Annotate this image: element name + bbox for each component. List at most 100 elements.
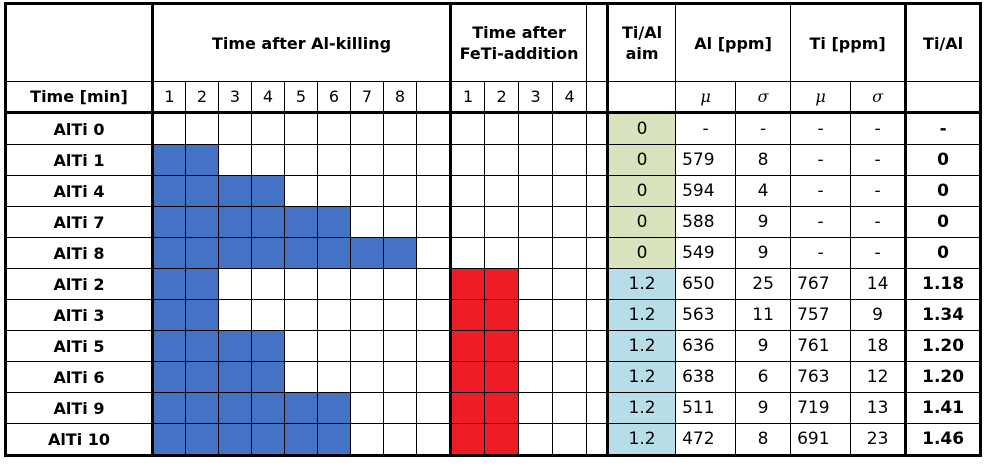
spacer <box>586 361 609 393</box>
feti-time-empty <box>518 206 554 238</box>
al-time-empty <box>383 112 417 145</box>
al-time-empty <box>185 112 219 145</box>
stat-value: 6 <box>735 361 792 393</box>
al-time-empty <box>317 144 351 176</box>
aim: 1.2 <box>606 330 677 362</box>
stat-value: - <box>790 144 852 176</box>
stat-value: 691 <box>790 423 852 456</box>
minute-label: 5 <box>284 81 318 113</box>
stat-label: σ <box>850 81 907 113</box>
al-time-empty <box>383 330 417 362</box>
header-row: Time after Al-killing Time after FeTi-ad… <box>5 3 982 82</box>
row-label: AlTi 10 <box>5 423 153 456</box>
stat-value: 588 <box>675 206 737 238</box>
stat-value: 636 <box>675 330 737 362</box>
al-time-filled <box>185 392 219 424</box>
row: AlTi 4 0 594 4- -0 <box>5 175 982 207</box>
row: AlTi 1 0 579 8- -0 <box>5 144 982 176</box>
row-label: AlTi 6 <box>5 361 153 393</box>
feti-time-empty <box>552 237 588 269</box>
spacer <box>415 330 452 362</box>
header-cell: Time after Al-killing <box>150 3 452 82</box>
al-time-empty <box>284 361 318 393</box>
feti-time-filled <box>449 268 486 300</box>
al-time-empty <box>350 112 384 145</box>
al-time-filled <box>251 175 285 207</box>
feti-time-empty <box>449 144 486 176</box>
al-time-empty <box>383 206 417 238</box>
spacer <box>586 144 609 176</box>
ratio: 0 <box>904 144 982 176</box>
al-time-empty <box>383 144 417 176</box>
al-time-empty <box>383 392 417 424</box>
stat-label: μ <box>675 81 737 113</box>
ratio: 1.20 <box>904 330 982 362</box>
minute-label: 8 <box>383 81 417 113</box>
spacer <box>415 361 452 393</box>
stat-value: 9 <box>735 237 792 269</box>
ratio: - <box>904 112 982 145</box>
row: AlTi 3 1.2 563 11 757 9 1.34 <box>5 299 982 331</box>
al-time-filled <box>284 392 318 424</box>
al-time-empty <box>383 175 417 207</box>
feti-time-empty <box>449 237 486 269</box>
feti-time-filled <box>449 392 486 424</box>
table-body: AlTi 0 0- - - - - AlTi 1 0 579 8- -0 AlTi 4 0 594 4- -0… <box>5 112 982 456</box>
al-time-filled <box>218 392 252 424</box>
header-cell: Al [ppm] <box>675 3 792 82</box>
feti-time-filled <box>449 330 486 362</box>
stat-value: - <box>735 112 792 145</box>
row-label: AlTi 4 <box>5 175 153 207</box>
al-time-filled <box>185 206 219 238</box>
al-time-filled <box>151 330 186 362</box>
feti-time-empty <box>552 268 588 300</box>
feti-time-empty <box>518 112 554 145</box>
aim: 1.2 <box>606 423 677 456</box>
al-time-filled <box>317 423 351 456</box>
stat-value: - <box>850 206 907 238</box>
corner <box>5 3 153 82</box>
feti-time-empty <box>518 299 554 331</box>
al-time-filled <box>251 206 285 238</box>
feti-time-empty <box>484 206 520 238</box>
feti-time-filled <box>449 361 486 393</box>
feti-time-filled <box>484 361 520 393</box>
stat-label: μ <box>790 81 852 113</box>
minute-label: 1 <box>449 81 486 113</box>
al-time-filled <box>151 268 186 300</box>
al-time-filled <box>251 237 285 269</box>
minute-label: 3 <box>518 81 554 113</box>
feti-time-empty <box>552 392 588 424</box>
al-time-filled <box>218 175 252 207</box>
row-label: AlTi 2 <box>5 268 153 300</box>
ratio: 1.41 <box>904 392 982 424</box>
al-time-empty <box>251 268 285 300</box>
spacer <box>415 175 452 207</box>
feti-time-empty <box>484 237 520 269</box>
al-time-filled <box>151 144 186 176</box>
al-time-empty <box>251 144 285 176</box>
stat-value: 9 <box>735 330 792 362</box>
al-time-empty <box>218 112 252 145</box>
ratio: 0 <box>904 206 982 238</box>
aim: 0 <box>606 206 677 238</box>
stat-value: 25 <box>735 268 792 300</box>
stat-value: 579 <box>675 144 737 176</box>
row: AlTi 2 1.2 650 25 767 14 1.18 <box>5 268 982 300</box>
al-time-filled <box>218 237 252 269</box>
row: AlTi 6 1.2 638 6 763 12 1.20 <box>5 361 982 393</box>
al-time-empty <box>350 268 384 300</box>
stat-value: 18 <box>850 330 907 362</box>
feti-time-empty <box>518 392 554 424</box>
al-time-empty <box>350 361 384 393</box>
al-time-filled <box>218 423 252 456</box>
stat-value: 511 <box>675 392 737 424</box>
stat-value: 719 <box>790 392 852 424</box>
al-time-empty <box>317 361 351 393</box>
row-label: AlTi 8 <box>5 237 153 269</box>
al-time-filled <box>151 206 186 238</box>
al-time-empty <box>383 361 417 393</box>
feti-time-empty <box>518 237 554 269</box>
stat-value: - <box>790 175 852 207</box>
